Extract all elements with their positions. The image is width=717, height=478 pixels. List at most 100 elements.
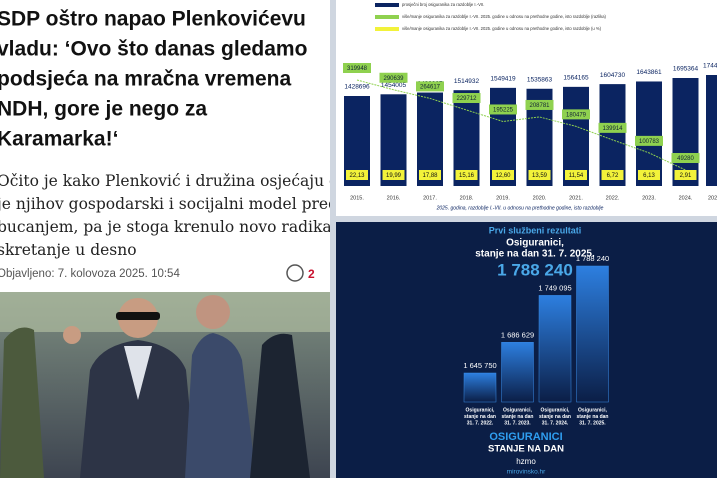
photo-head-2 bbox=[196, 295, 230, 329]
comment-icon[interactable] bbox=[286, 264, 304, 282]
bar-value: 1604730 bbox=[600, 72, 626, 79]
year-label: 2023. bbox=[642, 195, 656, 201]
bar-category: 31. 7. 2025. bbox=[579, 420, 606, 426]
bar bbox=[501, 342, 534, 403]
bar-category: Osiguranici, bbox=[503, 407, 533, 413]
bar-value: 1 645 750 bbox=[463, 361, 496, 370]
headline-line: SDP oštro napao Plenkovićevu bbox=[0, 8, 306, 31]
bar bbox=[538, 295, 572, 403]
title-line: stanje na dan 31. 7. 2025. bbox=[475, 249, 595, 260]
bar-category: stanje na dan bbox=[502, 414, 534, 420]
bar-value: 1 788 240 bbox=[576, 254, 609, 263]
value-box bbox=[342, 82, 372, 92]
pct-box bbox=[492, 170, 514, 180]
legend-label: prosječni broj osiguranika za razdoblje … bbox=[402, 2, 484, 7]
pct-box bbox=[638, 170, 660, 180]
cropped-value: 17448 bbox=[703, 63, 717, 70]
diff-box bbox=[598, 122, 627, 133]
footer-subtitle: STANJE NA DAN bbox=[488, 444, 564, 455]
bar bbox=[636, 81, 662, 186]
value-box bbox=[378, 80, 409, 91]
diff-label: 319948 bbox=[347, 66, 368, 72]
diff-label: 180479 bbox=[566, 112, 587, 118]
value-box bbox=[670, 64, 701, 74]
photo-suit bbox=[80, 340, 196, 478]
highlight: 1 788 240 bbox=[497, 260, 573, 279]
bar-value: 1 686 629 bbox=[501, 330, 534, 339]
url: mirovinsko.hr bbox=[507, 469, 546, 476]
year-label: 202 bbox=[708, 195, 717, 201]
pct-label: 6,72 bbox=[607, 173, 619, 179]
pct-label: 13,59 bbox=[532, 173, 548, 179]
photo-soldier bbox=[0, 327, 44, 478]
lead-line: je njihov gospodarski i socijalni model … bbox=[0, 195, 338, 213]
photo-glasses bbox=[116, 312, 160, 320]
year-label: 2018. bbox=[460, 195, 474, 201]
diff-label: 264617 bbox=[420, 84, 441, 90]
pct-label: 15,16 bbox=[459, 173, 475, 179]
pct-box bbox=[346, 170, 368, 180]
bar-value: 1 749 095 bbox=[538, 283, 571, 292]
diff-label: 290639 bbox=[383, 76, 404, 82]
bar-category: Osiguranici, bbox=[466, 407, 496, 413]
pct-box bbox=[674, 170, 697, 180]
pct-box bbox=[601, 170, 624, 180]
published: Objavljeno: 7. kolovoza 2025. 10:54 bbox=[0, 268, 180, 280]
lead-line: skretanje u desno bbox=[0, 241, 137, 259]
article: SDP oštro napao Plenkovićevu vladu: ‘Ovo … bbox=[0, 0, 348, 478]
year-label: 2019. bbox=[496, 195, 510, 201]
diff-box bbox=[379, 72, 408, 83]
pct-box bbox=[455, 170, 478, 180]
year-label: 2015. bbox=[350, 195, 364, 201]
legend-label: više/manje osiguranika za razdoblje I.-V… bbox=[402, 26, 602, 31]
pct-box bbox=[528, 170, 551, 180]
pct-label: 12,60 bbox=[495, 173, 511, 179]
photo-police bbox=[250, 333, 310, 478]
headline-line: podsjeća na mračna vremena bbox=[0, 68, 291, 91]
cropped-bar bbox=[706, 75, 717, 186]
value-box bbox=[702, 61, 717, 71]
headline-line: Karamarka!‘ bbox=[0, 128, 118, 151]
bar-category: stanje na dan bbox=[539, 414, 571, 420]
pct-label: 2,91 bbox=[680, 173, 692, 179]
bar-value: 1535863 bbox=[527, 76, 553, 83]
pct-label: 11,54 bbox=[569, 173, 584, 179]
bar bbox=[463, 372, 497, 403]
legend-swatch bbox=[375, 27, 399, 31]
bar bbox=[672, 78, 699, 186]
value-box bbox=[488, 73, 518, 84]
bar-value: 1564165 bbox=[563, 75, 589, 82]
comment-count: 2 bbox=[308, 267, 315, 281]
value-box bbox=[597, 70, 628, 81]
pct-label: 22,13 bbox=[349, 173, 365, 179]
diff-label: 100783 bbox=[639, 139, 660, 145]
lead-line: Očito je kako Plenković i družina osjeća… bbox=[0, 172, 348, 190]
bar-category: stanje na dan bbox=[464, 414, 496, 420]
year-label: 2020. bbox=[533, 195, 547, 201]
bar-value: 1695364 bbox=[673, 66, 699, 73]
legend-swatch bbox=[375, 3, 399, 7]
bar-category: Osiguranici, bbox=[541, 407, 571, 413]
kicker: Prvi službeni rezultati bbox=[489, 225, 582, 235]
bar bbox=[576, 265, 609, 403]
diff-label: 49280 bbox=[677, 156, 694, 162]
photo-trees bbox=[0, 292, 330, 332]
headline-line: vladu: ‘Ovo što danas gledamo bbox=[0, 38, 307, 61]
bar-category: 31. 7. 2022. bbox=[467, 420, 494, 426]
bar bbox=[563, 86, 589, 186]
diff-box bbox=[489, 104, 517, 115]
caption: 2025. godina, razdoblje I.-VII. u odnosu… bbox=[436, 205, 604, 211]
diff-box bbox=[525, 99, 554, 110]
bar-category: stanje na dan bbox=[577, 414, 609, 420]
bar-value: 1514932 bbox=[454, 78, 480, 85]
year-label: 2021. bbox=[569, 195, 583, 201]
bar bbox=[490, 87, 516, 186]
bar-category: 31. 7. 2024. bbox=[542, 420, 569, 426]
photo-hand bbox=[63, 326, 81, 344]
bar-category: Osiguranici, bbox=[578, 407, 608, 413]
bar-value: 1428696 bbox=[344, 84, 370, 91]
photo-shirt bbox=[124, 346, 152, 400]
pct-label: 19,99 bbox=[386, 173, 402, 179]
legend-swatch bbox=[375, 15, 399, 19]
